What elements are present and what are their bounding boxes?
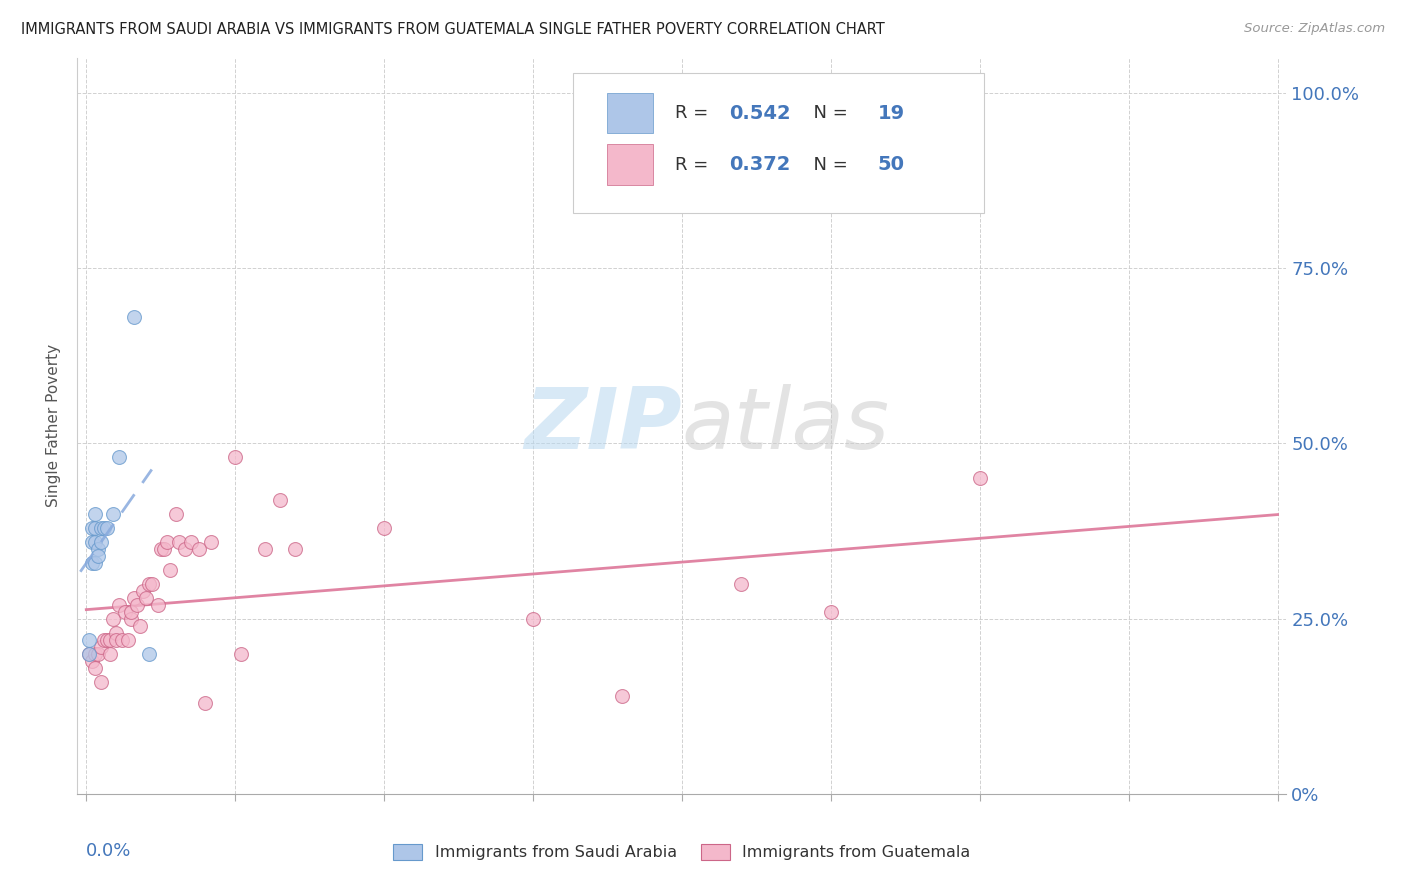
- Point: [87, 541, 110, 556]
- Text: 19: 19: [877, 103, 905, 123]
- Point: [125, 598, 148, 612]
- Text: R =: R =: [675, 156, 714, 174]
- Point: [200, 534, 222, 549]
- Point: [90, 640, 112, 654]
- Point: [77, 647, 100, 661]
- Point: [132, 583, 155, 598]
- Point: [96, 520, 118, 534]
- Point: [101, 612, 124, 626]
- Text: IMMIGRANTS FROM SAUDI ARABIA VS IMMIGRANTS FROM GUATEMALA SINGLE FATHER POVERTY : IMMIGRANTS FROM SAUDI ARABIA VS IMMIGRAN…: [21, 22, 884, 37]
- Point: [122, 591, 145, 605]
- Point: [612, 689, 634, 703]
- Point: [87, 549, 110, 563]
- Point: [90, 534, 112, 549]
- Point: [98, 632, 121, 647]
- Point: [98, 647, 121, 661]
- Point: [82, 520, 104, 534]
- Text: 50: 50: [877, 155, 905, 174]
- Point: [114, 605, 136, 619]
- Point: [84, 647, 107, 661]
- Point: [84, 661, 107, 675]
- Point: [284, 541, 307, 556]
- Point: [159, 563, 181, 577]
- Point: [135, 591, 157, 605]
- Point: [141, 576, 163, 591]
- Point: [93, 520, 115, 534]
- Text: N =: N =: [801, 104, 853, 122]
- Point: [173, 541, 195, 556]
- Point: [194, 696, 217, 710]
- Point: [138, 576, 160, 591]
- Point: [105, 632, 128, 647]
- Point: [138, 647, 160, 661]
- Point: [105, 625, 128, 640]
- Point: [111, 632, 134, 647]
- Legend: Immigrants from Saudi Arabia, Immigrants from Guatemala: Immigrants from Saudi Arabia, Immigrants…: [387, 838, 977, 867]
- Text: N =: N =: [801, 156, 853, 174]
- Text: atlas: atlas: [682, 384, 890, 467]
- Point: [84, 534, 107, 549]
- Point: [77, 632, 100, 647]
- Text: 0.542: 0.542: [730, 103, 790, 123]
- Point: [96, 632, 118, 647]
- Y-axis label: Single Father Poverty: Single Father Poverty: [46, 344, 62, 508]
- Point: [188, 541, 211, 556]
- Point: [122, 310, 145, 325]
- Point: [156, 534, 179, 549]
- Point: [84, 556, 107, 570]
- Point: [93, 632, 115, 647]
- Point: [522, 612, 544, 626]
- Text: 0.0%: 0.0%: [86, 842, 132, 860]
- Point: [82, 534, 104, 549]
- Point: [84, 520, 107, 534]
- Point: [120, 612, 142, 626]
- Point: [84, 507, 107, 521]
- Point: [90, 520, 112, 534]
- Bar: [607, 93, 652, 134]
- Point: [179, 534, 201, 549]
- Point: [730, 576, 752, 591]
- Point: [101, 507, 124, 521]
- Point: [969, 471, 991, 485]
- Point: [128, 618, 150, 632]
- Point: [167, 534, 190, 549]
- Point: [231, 647, 253, 661]
- Point: [152, 541, 174, 556]
- Point: [87, 647, 110, 661]
- Point: [820, 605, 842, 619]
- Point: [253, 541, 276, 556]
- Point: [120, 605, 142, 619]
- Text: Source: ZipAtlas.com: Source: ZipAtlas.com: [1244, 22, 1385, 36]
- Bar: [607, 145, 652, 185]
- Point: [146, 598, 169, 612]
- Point: [108, 598, 131, 612]
- Point: [269, 492, 291, 507]
- Point: [117, 632, 139, 647]
- Point: [224, 450, 246, 465]
- Point: [90, 674, 112, 689]
- Text: R =: R =: [675, 104, 714, 122]
- FancyBboxPatch shape: [574, 72, 984, 212]
- Point: [82, 556, 104, 570]
- Point: [149, 541, 172, 556]
- Point: [108, 450, 131, 465]
- Text: 0.372: 0.372: [730, 155, 790, 174]
- Point: [77, 647, 100, 661]
- Point: [82, 654, 104, 668]
- Point: [373, 520, 395, 534]
- Point: [165, 507, 187, 521]
- Text: ZIP: ZIP: [524, 384, 682, 467]
